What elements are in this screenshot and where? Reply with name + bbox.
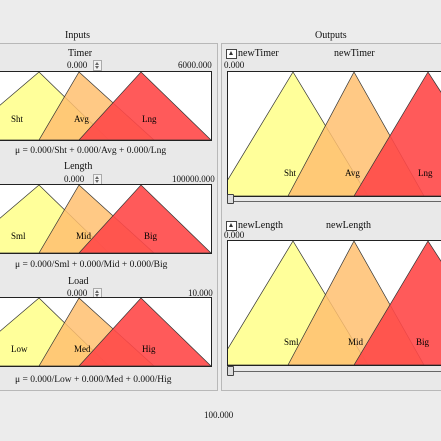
newlength-big-triangle [353,241,441,365]
length-big-label: Big [144,231,158,241]
load-low-label: Low [11,344,28,354]
length-label: Length [64,161,93,172]
timer-sht-label: Sht [11,114,24,124]
newtimer-title: newTimer [334,48,375,59]
load-label: Load [68,276,89,287]
newlength-value: 0.000 [224,230,245,240]
newtimer-value: 0.000 [224,60,245,70]
length-sml-label: Sml [11,231,26,241]
newtimer-toggle-icon[interactable] [226,49,237,59]
load-membership-chart: Low Med Hig [0,298,211,366]
timer-max: 6000.000 [178,60,212,70]
timer-label: Timer [68,48,93,59]
newlength-mid-label: Mid [348,337,364,347]
timer-lng-triangle [78,72,211,140]
length-mid-label: Mid [76,231,92,241]
inputs-header: Inputs [65,30,90,41]
timer-plot: Sht Avg Lng [0,71,212,141]
outputs-header: Outputs [315,30,347,41]
timer-formula: μ = 0.000/Sht + 0.000/Avg + 0.000/Lng [15,146,167,156]
newlength-sml-label: Sml [284,337,299,347]
length-max: 100000.000 [172,174,215,184]
newlength-check-label[interactable]: newLength [238,220,283,231]
newtimer-avg-label: Avg [345,168,360,178]
load-hig-label: Hig [142,344,156,354]
newlength-slider-track[interactable] [230,371,441,372]
load-formula: μ = 0.000/Low + 0.000/Med + 0.000/Hig [15,375,172,385]
timer-value[interactable]: 0.000 [67,60,88,70]
newtimer-slider-thumb[interactable] [227,194,234,204]
newlength-toggle-icon[interactable] [226,221,237,231]
bottom-value: 100.000 [204,410,234,420]
load-value[interactable]: 0.000 [67,288,88,298]
load-hig-triangle [78,298,211,366]
newtimer-slider-track[interactable] [230,201,441,202]
timer-avg-label: Avg [74,114,89,124]
newtimer-lng-triangle [353,72,441,196]
newtimer-check-label[interactable]: newTimer [238,48,279,59]
timer-membership-chart: Sht Avg Lng [0,72,211,140]
length-plot: Sml Mid Big [0,184,212,254]
newlength-plot: Sml Mid Big [227,240,441,366]
newlength-big-label: Big [416,337,430,347]
timer-spinner[interactable] [93,60,102,71]
newlength-membership-chart: Sml Mid Big [228,241,441,365]
newtimer-lng-label: Lng [418,168,433,178]
timer-lng-label: Lng [142,114,157,124]
length-formula: μ = 0.000/Sml + 0.000/Mid + 0.000/Big [15,260,168,270]
length-big-triangle [78,185,211,253]
newtimer-membership-chart: Sht Avg Lng [228,72,441,196]
newlength-title: newLength [326,220,371,231]
load-max: 10.000 [188,288,213,298]
load-plot: Low Med Hig [0,297,212,367]
newtimer-plot: Sht Avg Lng [227,71,441,197]
newlength-slider-thumb[interactable] [227,366,234,376]
load-med-label: Med [74,344,91,354]
length-value[interactable]: 0.000 [64,174,85,184]
length-membership-chart: Sml Mid Big [0,185,211,253]
newtimer-sht-label: Sht [284,168,297,178]
